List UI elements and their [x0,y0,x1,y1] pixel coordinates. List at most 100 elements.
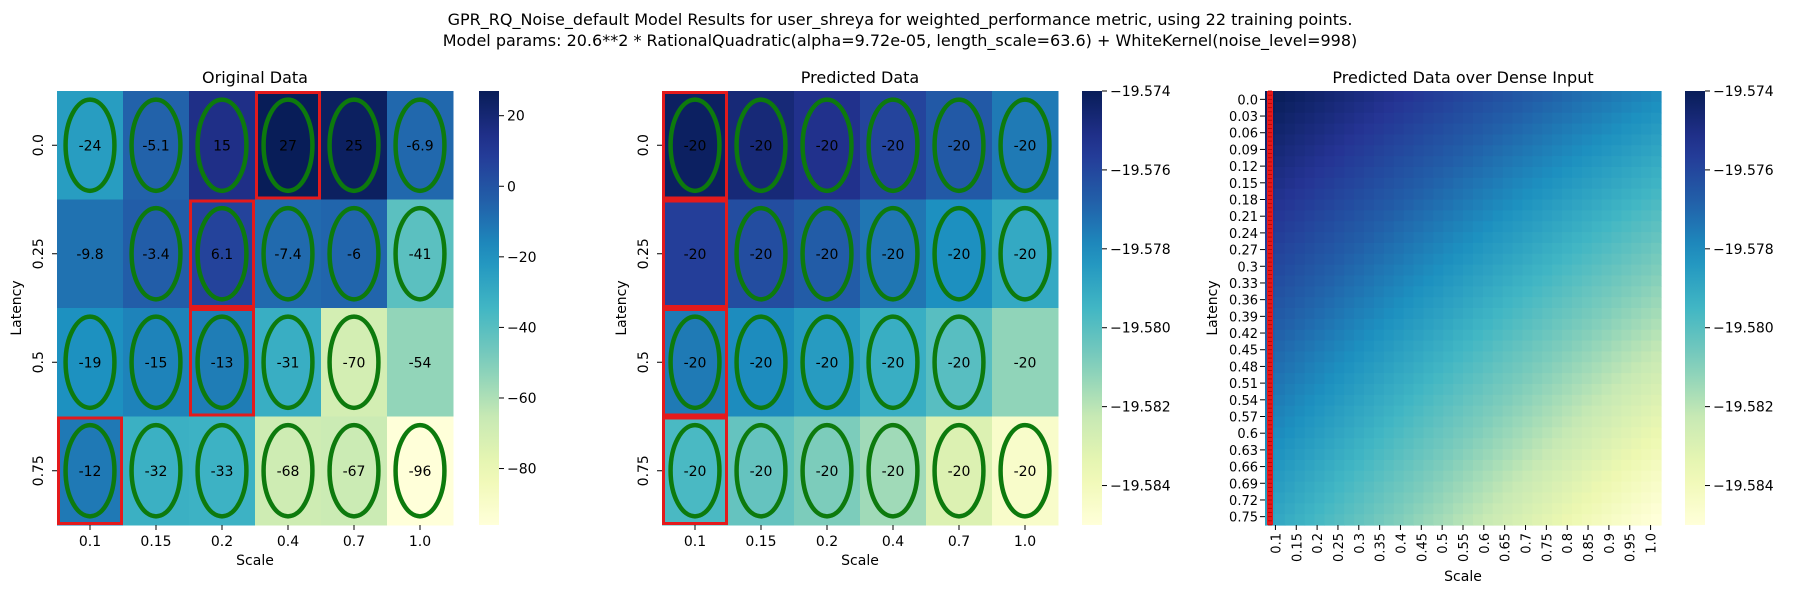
heatmap-cell [1344,188,1355,201]
heatmap-cell [1502,329,1514,342]
heatmap-cell [1334,275,1345,287]
heatmap-cell [1294,156,1306,168]
heatmap-cell [1373,145,1385,157]
heatmap-cell [1354,264,1365,277]
heatmap-cell [1611,449,1622,461]
heatmap-cell [1403,470,1415,483]
heatmap-cell [1472,362,1484,374]
green-ellipse-marker [261,205,315,302]
data-label: -96 [409,464,432,480]
heatmap-cell [1631,449,1642,461]
heatmap-cell [1453,145,1464,157]
green-ellipse-marker [195,97,249,194]
heatmap-cell [1552,112,1563,125]
heatmap-cell [1601,123,1613,135]
heatmap-cell [1344,362,1355,374]
heatmap-cell [1472,373,1484,385]
heatmap-cell [1502,297,1514,309]
heatmap-cell [1443,297,1454,309]
heatmap-cell [1651,308,1662,320]
heatmap-cell [1522,449,1533,461]
heatmap-cell [1512,373,1523,385]
heatmap-cell [1324,438,1335,450]
data-label: 6.1 [211,247,233,263]
x-tick-label: 0.3 [1353,533,1368,554]
heatmap-cell [1423,232,1434,244]
heatmap-cell [1373,91,1385,103]
data-label: -20 [1014,464,1037,480]
data-label: -20 [816,355,839,371]
heatmap-cell [1502,340,1514,352]
data-label: -20 [750,138,773,154]
heatmap-cell [1502,112,1514,125]
heatmap-cell [1453,459,1464,472]
heatmap-cell [1542,188,1553,201]
heatmap-cell [1571,134,1583,146]
heatmap-cell [1284,112,1296,125]
heatmap-cell [1354,416,1365,428]
heatmap-cell [1552,221,1563,233]
heatmap-cell [1443,156,1454,168]
heatmap-cell [1314,394,1325,407]
heatmap-cell [1552,286,1563,298]
heatmap-cell [1641,383,1652,396]
heatmap-cell [1354,166,1365,179]
heatmap-cell [1562,492,1573,504]
heatmap-cell [1552,156,1563,168]
heatmap-cell [1274,329,1286,342]
heatmap-cell [1472,492,1484,504]
data-label: -20 [948,247,971,263]
heatmap-cell [1512,427,1523,439]
heatmap-cell [1433,134,1444,146]
heatmap-cell [1423,275,1434,287]
heatmap-cell [1651,405,1662,418]
heatmap-cell [1364,232,1375,244]
heatmap-cell [1542,514,1553,526]
heatmap-cell [1354,297,1365,309]
green-ellipse-marker [932,422,986,519]
heatmap-cell [1294,264,1306,277]
heatmap-cell [1611,297,1622,309]
heatmap-cell [1413,373,1424,385]
heatmap-cell [1413,264,1424,277]
heatmap-cell [1542,438,1553,450]
heatmap-cell [1294,166,1306,179]
red-box-marker [57,416,123,525]
heatmap-cell [1641,394,1652,407]
heatmap-cell [1641,308,1652,320]
heatmap-cell [1314,416,1325,428]
heatmap-cell [1472,188,1484,201]
heatmap-cell [1651,297,1662,309]
green-ellipse-marker [393,205,447,302]
heatmap-cell [1274,91,1286,103]
heatmap-cell [1453,177,1464,190]
heatmap-cell [1512,492,1523,504]
heatmap-cell [1463,112,1474,125]
heatmap-cell [1334,427,1345,439]
heatmap-cell [1393,416,1405,428]
heatmap-cell [1512,514,1523,526]
heatmap-cell [1651,459,1662,472]
heatmap-cell [1581,394,1593,407]
heatmap-cell [1552,166,1563,179]
heatmap-cell [1354,383,1365,396]
heatmap-cell [1621,232,1632,244]
heatmap-cell [1334,232,1345,244]
heatmap-cell [1562,438,1573,450]
heatmap-cell [1621,101,1632,114]
heatmap-cell [1314,427,1325,439]
heatmap-cell [1512,470,1523,483]
heatmap-cell [1502,318,1514,331]
heatmap-cell [1631,394,1642,407]
heatmap-cell [1552,383,1563,396]
heatmap-cell [1463,221,1474,233]
heatmap-cell [1354,340,1365,352]
heatmap-cell [1413,438,1424,450]
heatmap-cell [1433,286,1444,298]
heatmap-cell [1433,416,1444,428]
heatmap-cell [1482,101,1494,114]
green-ellipse-marker [327,205,381,302]
heatmap-cell [1443,166,1454,179]
heatmap-cell [1651,373,1662,385]
heatmap-cell [1304,275,1316,287]
